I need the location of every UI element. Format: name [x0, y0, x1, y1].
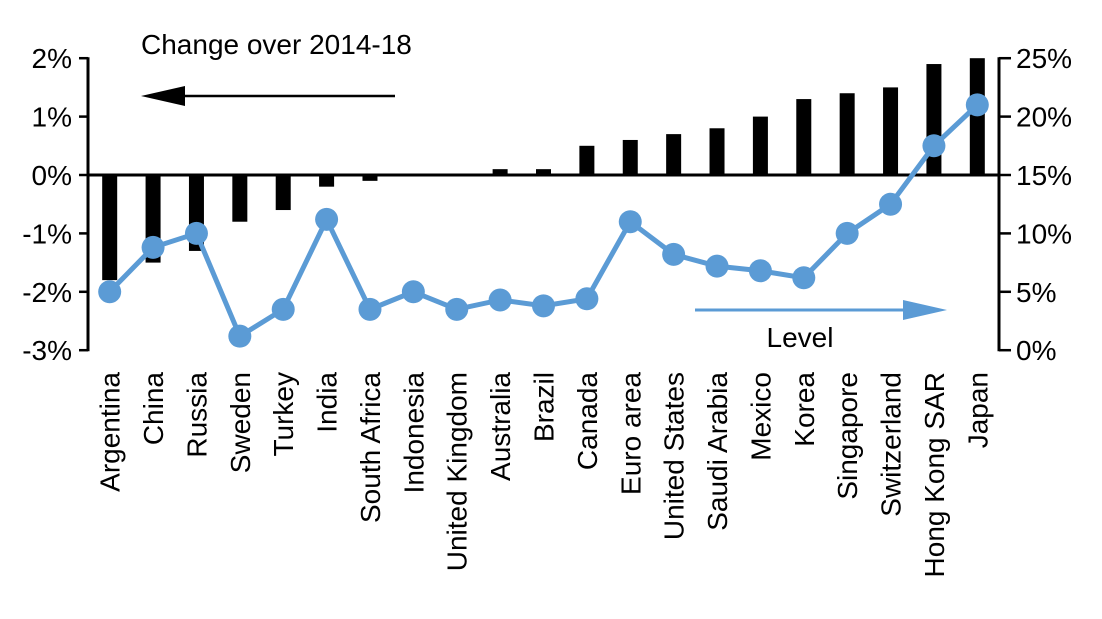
- category-label: Korea: [789, 372, 820, 447]
- left-axis-tick-label: 2%: [32, 43, 72, 74]
- level-marker-united-kingdom: [445, 297, 469, 321]
- level-marker-japan: [965, 93, 989, 117]
- bar-united-states: [666, 134, 682, 175]
- category-label: Singapore: [832, 372, 863, 500]
- level-marker-saudi-arabia: [705, 254, 729, 278]
- level-marker-argentina: [98, 280, 122, 304]
- bar-south-africa: [362, 175, 378, 181]
- bar-hong-kong-sar: [926, 64, 942, 175]
- level-marker-turkey: [271, 297, 295, 321]
- bar-series-annotation: Change over 2014-18: [141, 29, 412, 60]
- bar-singapore: [839, 93, 855, 175]
- level-arrow-right-icon: [903, 300, 947, 320]
- category-label: Japan: [962, 372, 993, 448]
- bar-turkey: [275, 175, 291, 211]
- level-marker-singapore: [835, 221, 859, 245]
- category-label: Australia: [485, 372, 516, 481]
- level-marker-brazil: [532, 294, 555, 318]
- left-axis-tick-label: -1%: [22, 218, 72, 249]
- category-label: China: [138, 372, 169, 446]
- bar-canada: [579, 145, 595, 175]
- change-arrow-left-icon: [141, 86, 185, 106]
- bar-sweden: [232, 175, 248, 222]
- level-marker-hong-kong-sar: [922, 134, 946, 158]
- level-marker-indonesia: [401, 280, 425, 304]
- category-label: Sweden: [225, 372, 256, 473]
- category-label: South Africa: [355, 372, 386, 523]
- level-marker-south-africa: [358, 297, 382, 321]
- right-axis-tick-label: 15%: [1016, 160, 1072, 191]
- category-label: Russia: [181, 372, 212, 458]
- bar-japan: [969, 58, 985, 176]
- category-label: Argentina: [95, 372, 126, 492]
- bar-korea: [796, 99, 812, 175]
- category-label: Mexico: [745, 372, 776, 461]
- bar-euro-area: [622, 139, 638, 175]
- bar-india: [319, 175, 335, 187]
- level-marker-united-states: [662, 242, 686, 266]
- left-axis-tick-label: 0%: [32, 160, 72, 191]
- level-marker-switzerland: [879, 192, 903, 216]
- level-marker-russia: [184, 221, 208, 245]
- category-label: United States: [659, 372, 690, 540]
- category-label: Hong Kong SAR: [919, 372, 950, 577]
- level-marker-australia: [488, 288, 512, 312]
- category-label: Turkey: [268, 372, 299, 457]
- category-label: Indonesia: [398, 372, 429, 494]
- level-marker-canada: [575, 287, 599, 311]
- right-axis-tick-label: 10%: [1016, 218, 1072, 249]
- right-axis-tick-label: 5%: [1016, 277, 1056, 308]
- right-axis-tick-label: 20%: [1016, 102, 1072, 133]
- bar-mexico: [752, 116, 768, 175]
- category-label: Canada: [572, 372, 603, 471]
- right-axis-tick-label: 25%: [1016, 43, 1072, 74]
- level-marker-mexico: [748, 259, 772, 283]
- bar-switzerland: [883, 87, 899, 175]
- left-axis-tick-label: -2%: [22, 277, 72, 308]
- category-label: Saudi Arabia: [702, 372, 733, 531]
- category-label: United Kingdom: [442, 372, 473, 571]
- bar-brazil: [536, 169, 551, 175]
- level-marker-euro-area: [618, 210, 642, 234]
- category-label: Switzerland: [876, 372, 907, 517]
- level-marker-china: [141, 235, 165, 259]
- level-marker-korea: [792, 266, 816, 290]
- bar-australia: [492, 169, 508, 175]
- level-marker-india: [315, 207, 339, 231]
- category-label: Euro area: [615, 372, 646, 495]
- bar-argentina: [102, 175, 118, 281]
- right-axis-tick-label: 0%: [1016, 335, 1056, 366]
- category-label: Brazil: [529, 372, 560, 442]
- level-marker-sweden: [228, 324, 252, 348]
- category-label: India: [312, 372, 343, 433]
- left-axis-tick-label: 1%: [32, 102, 72, 133]
- left-axis-tick-label: -3%: [22, 335, 72, 366]
- bar-saudi-arabia: [709, 128, 725, 175]
- line-series-annotation: Level: [766, 322, 834, 353]
